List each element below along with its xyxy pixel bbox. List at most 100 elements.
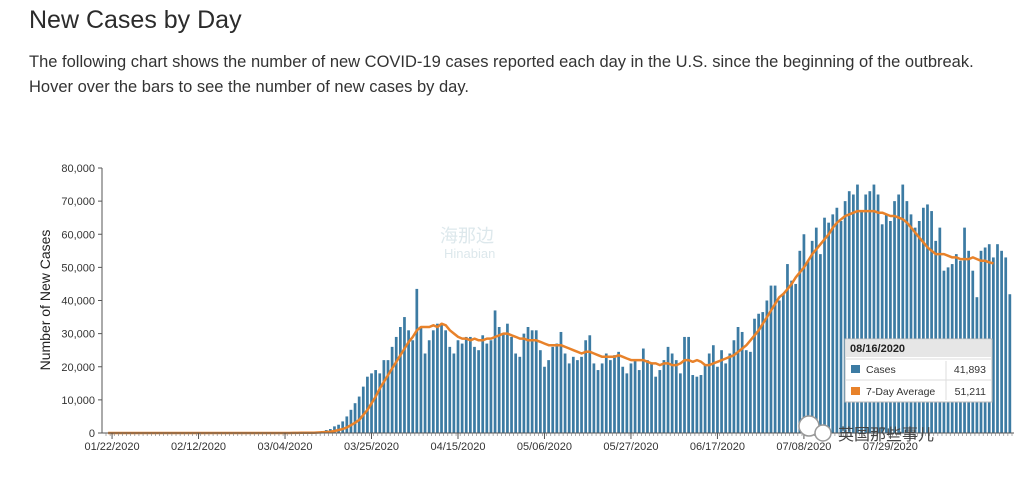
case-bar[interactable] (843, 201, 847, 433)
case-bar[interactable] (913, 227, 917, 433)
case-bar[interactable] (860, 211, 863, 433)
case-bar[interactable] (625, 373, 629, 433)
case-bar[interactable] (687, 336, 690, 433)
case-bar[interactable] (814, 227, 818, 433)
case-bar[interactable] (823, 217, 826, 433)
case-bar[interactable] (922, 207, 925, 433)
case-bar[interactable] (658, 370, 662, 433)
case-bar[interactable] (609, 360, 612, 433)
case-bar[interactable] (798, 250, 802, 433)
case-bar[interactable] (386, 360, 390, 433)
case-bar[interactable] (444, 330, 448, 433)
case-bar[interactable] (567, 363, 571, 433)
case-bar[interactable] (889, 221, 892, 433)
case-bar[interactable] (917, 221, 921, 433)
case-bar[interactable] (1000, 250, 1003, 433)
case-bar[interactable] (716, 366, 719, 433)
case-bar[interactable] (584, 340, 588, 433)
case-bar[interactable] (806, 260, 810, 433)
case-bar[interactable] (423, 353, 427, 434)
case-bar[interactable] (341, 421, 345, 433)
case-bar[interactable] (555, 343, 559, 433)
case-bar[interactable] (856, 184, 859, 433)
case-bar[interactable] (571, 356, 575, 433)
case-bar[interactable] (600, 363, 604, 433)
case-bar[interactable] (621, 366, 625, 433)
case-bar[interactable] (835, 207, 839, 433)
case-bar[interactable] (481, 335, 485, 433)
case-bar[interactable] (695, 376, 699, 433)
case-bar[interactable] (827, 222, 830, 433)
case-bar[interactable] (456, 340, 460, 433)
case-bar[interactable] (765, 300, 769, 434)
case-bar[interactable] (757, 313, 760, 433)
case-bar[interactable] (333, 426, 336, 433)
case-bar[interactable] (720, 350, 723, 433)
case-bar[interactable] (448, 346, 452, 433)
case-bar[interactable] (963, 227, 966, 433)
case-bar[interactable] (394, 336, 398, 433)
case-bar[interactable] (473, 346, 476, 433)
case-bar[interactable] (530, 330, 534, 433)
case-bar[interactable] (415, 288, 419, 433)
case-bar[interactable] (1004, 257, 1008, 433)
case-bar[interactable] (353, 403, 357, 433)
case-bar[interactable] (349, 409, 353, 433)
case-bar[interactable] (728, 353, 732, 434)
case-bar[interactable] (683, 336, 686, 433)
case-bar[interactable] (431, 330, 435, 433)
case-bar[interactable] (378, 373, 382, 433)
case-bar[interactable] (732, 340, 736, 433)
case-bar[interactable] (662, 360, 666, 433)
case-bar[interactable] (510, 336, 513, 433)
case-bar[interactable] (440, 323, 443, 433)
case-bar[interactable] (674, 360, 678, 433)
case-bar[interactable] (670, 353, 674, 434)
case-bar[interactable] (666, 346, 670, 433)
case-bar[interactable] (880, 224, 884, 433)
case-bar[interactable] (357, 396, 361, 433)
case-bar[interactable] (637, 370, 641, 433)
case-bar[interactable] (905, 201, 909, 433)
case-bar[interactable] (596, 370, 600, 433)
case-bar[interactable] (810, 240, 814, 433)
case-bar[interactable] (777, 300, 781, 434)
case-bar[interactable] (930, 211, 933, 433)
case-bar[interactable] (781, 293, 785, 433)
case-bar[interactable] (436, 323, 439, 433)
case-bar[interactable] (419, 327, 423, 433)
case-bar[interactable] (403, 317, 406, 433)
case-bar[interactable] (802, 234, 806, 433)
case-bar[interactable] (744, 350, 748, 433)
case-bar[interactable] (641, 348, 645, 433)
case-bar[interactable] (794, 283, 798, 433)
case-bar[interactable] (547, 360, 550, 433)
case-bar[interactable] (501, 333, 505, 433)
case-bar[interactable] (452, 353, 456, 434)
case-bar[interactable] (1008, 294, 1012, 433)
case-bar[interactable] (563, 353, 567, 434)
case-bar[interactable] (749, 351, 752, 433)
case-bar[interactable] (460, 343, 464, 433)
case-bar[interactable] (646, 360, 649, 433)
case-bar[interactable] (629, 363, 633, 433)
case-bar[interactable] (477, 350, 480, 433)
case-bar[interactable] (559, 331, 563, 433)
case-bar[interactable] (819, 254, 822, 433)
case-bar[interactable] (588, 335, 592, 433)
case-bar[interactable] (909, 214, 913, 433)
case-bar[interactable] (707, 353, 711, 434)
case-bar[interactable] (551, 346, 555, 433)
case-bar[interactable] (851, 194, 855, 434)
case-bar[interactable] (839, 221, 843, 433)
case-bar[interactable] (534, 330, 538, 433)
case-bar[interactable] (506, 323, 509, 433)
case-bar[interactable] (691, 375, 695, 433)
case-bar[interactable] (992, 257, 995, 433)
case-bar[interactable] (679, 373, 682, 433)
case-bar[interactable] (366, 376, 369, 433)
case-bar[interactable] (938, 227, 942, 433)
case-bar[interactable] (847, 191, 851, 433)
case-bar[interactable] (790, 280, 793, 433)
case-bar[interactable] (876, 194, 880, 434)
